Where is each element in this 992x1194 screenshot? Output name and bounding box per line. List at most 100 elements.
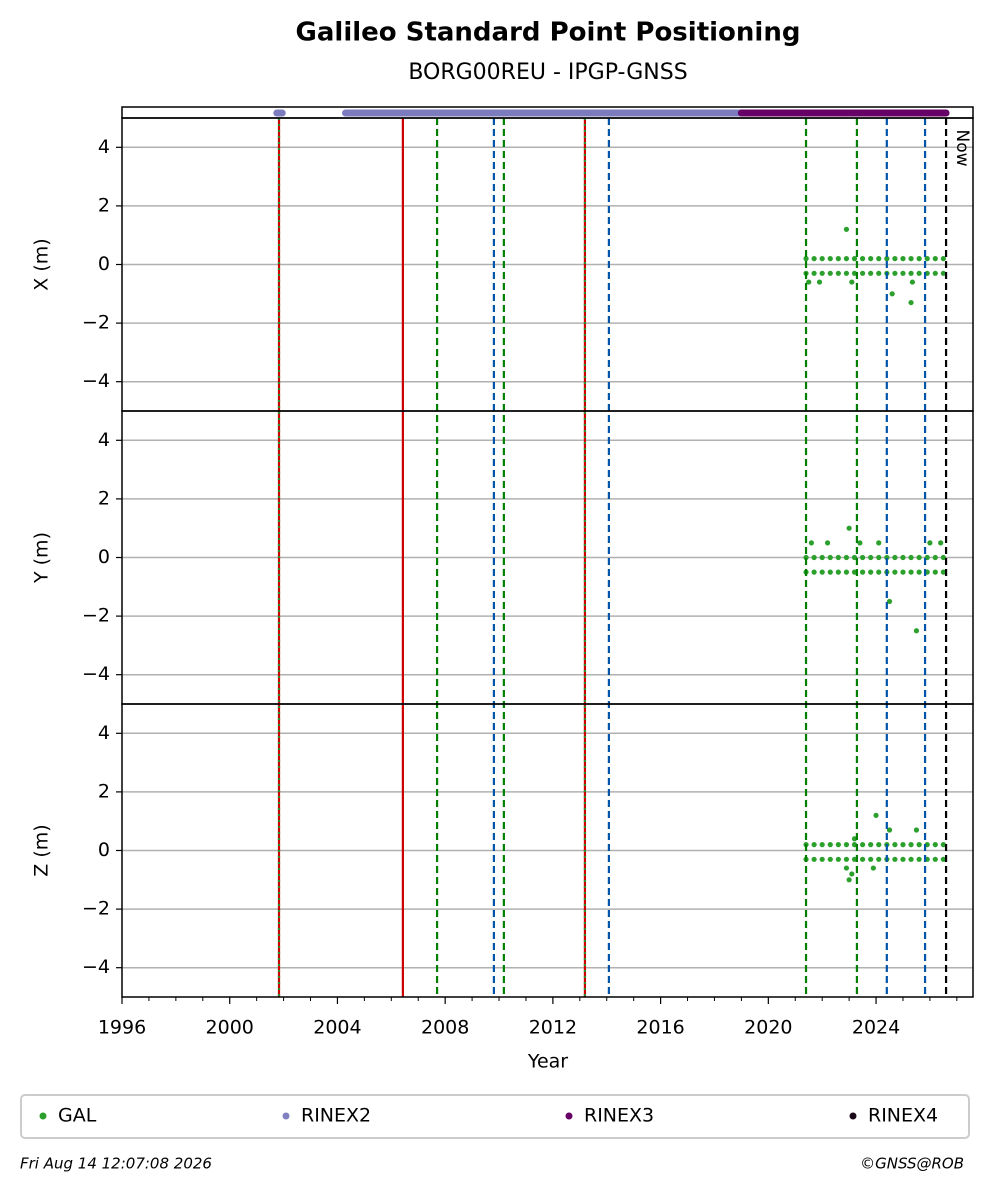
y-tick-label: −4 xyxy=(82,370,110,392)
data-point xyxy=(846,877,852,883)
data-point xyxy=(940,856,946,862)
data-point xyxy=(851,270,858,276)
chart-subtitle: BORG00REU - IPGP-GNSS xyxy=(408,60,687,85)
legend-label: GAL xyxy=(58,1105,97,1127)
legend-marker xyxy=(39,1112,47,1120)
data-point xyxy=(932,569,938,575)
data-point xyxy=(916,554,922,561)
data-point xyxy=(835,569,841,575)
data-point xyxy=(857,540,863,546)
data-point xyxy=(851,554,858,561)
data-point xyxy=(843,569,850,575)
data-point xyxy=(870,865,876,871)
data-point xyxy=(892,856,898,862)
data-point xyxy=(932,842,938,848)
data-point xyxy=(819,256,825,262)
data-point xyxy=(859,856,866,862)
timestamp: Fri Aug 14 12:07:08 2026 xyxy=(20,1155,212,1173)
data-point xyxy=(851,569,858,575)
data-point xyxy=(827,554,833,561)
data-point xyxy=(908,554,914,561)
data-point xyxy=(827,856,833,862)
data-point xyxy=(908,256,914,262)
now-label: Now xyxy=(952,129,972,166)
data-point xyxy=(900,270,906,276)
x-tick-label: 2004 xyxy=(313,1017,361,1039)
x-tick-label: 2016 xyxy=(636,1017,684,1039)
data-point xyxy=(916,842,922,848)
y-tick-label: −2 xyxy=(82,898,110,920)
y-tick-label: 4 xyxy=(98,429,110,451)
data-point xyxy=(916,856,922,862)
data-point xyxy=(908,299,914,306)
data-point xyxy=(827,842,833,848)
data-point xyxy=(908,569,914,575)
data-point xyxy=(868,554,874,561)
data-point xyxy=(803,256,809,262)
data-point xyxy=(811,270,817,276)
x-tick-label: 2008 xyxy=(421,1017,469,1039)
x-tick-label: 2012 xyxy=(529,1017,577,1039)
x-tick-label: 2020 xyxy=(744,1017,792,1039)
data-point xyxy=(900,856,906,862)
y-tick-label: 0 xyxy=(98,253,110,275)
data-point xyxy=(876,856,882,862)
data-point xyxy=(876,256,882,262)
data-point xyxy=(886,598,893,605)
data-point xyxy=(827,256,833,262)
data-point xyxy=(876,569,882,575)
data-point xyxy=(859,270,866,276)
data-point xyxy=(927,540,933,546)
data-point xyxy=(811,856,817,862)
data-point xyxy=(811,256,817,262)
data-point xyxy=(803,554,809,561)
data-point xyxy=(884,256,890,262)
data-point xyxy=(868,856,874,862)
y-tick-label: 2 xyxy=(98,487,110,509)
data-point xyxy=(843,226,850,232)
data-point xyxy=(851,842,858,848)
data-point xyxy=(876,270,882,276)
y-tick-label: 4 xyxy=(98,722,110,744)
data-point xyxy=(859,554,866,561)
data-point xyxy=(940,256,946,262)
y-tick-label: 2 xyxy=(98,194,110,216)
legend-marker xyxy=(565,1112,573,1120)
credit: ©GNSS@ROB xyxy=(860,1155,964,1173)
data-point xyxy=(916,569,922,575)
y-axis-label: X (m) xyxy=(31,238,53,290)
y-axis-label: Y (m) xyxy=(31,532,53,584)
data-point xyxy=(892,842,898,848)
data-point xyxy=(859,256,866,262)
data-point xyxy=(932,856,938,862)
data-point xyxy=(892,270,898,276)
data-point xyxy=(843,856,850,862)
data-point xyxy=(835,270,841,276)
data-point xyxy=(868,569,874,575)
data-point xyxy=(916,270,922,276)
data-point xyxy=(940,554,946,561)
data-point xyxy=(913,827,920,833)
data-point xyxy=(835,842,841,848)
data-point xyxy=(835,554,841,561)
data-point xyxy=(868,256,874,262)
data-point xyxy=(873,812,879,818)
data-point xyxy=(900,554,906,561)
data-point xyxy=(816,279,823,285)
data-point xyxy=(859,569,866,575)
data-point xyxy=(900,569,906,575)
data-point xyxy=(900,842,906,848)
data-point xyxy=(886,827,893,833)
data-point xyxy=(938,540,944,546)
data-point xyxy=(819,270,825,276)
data-point xyxy=(851,856,858,862)
data-point xyxy=(892,569,898,575)
data-point xyxy=(892,554,898,561)
data-point xyxy=(843,842,850,848)
data-point xyxy=(851,836,858,842)
data-point xyxy=(889,291,895,297)
data-point xyxy=(849,279,855,285)
x-tick-label: 2000 xyxy=(206,1017,254,1039)
data-point xyxy=(913,628,920,634)
data-point xyxy=(900,256,906,262)
